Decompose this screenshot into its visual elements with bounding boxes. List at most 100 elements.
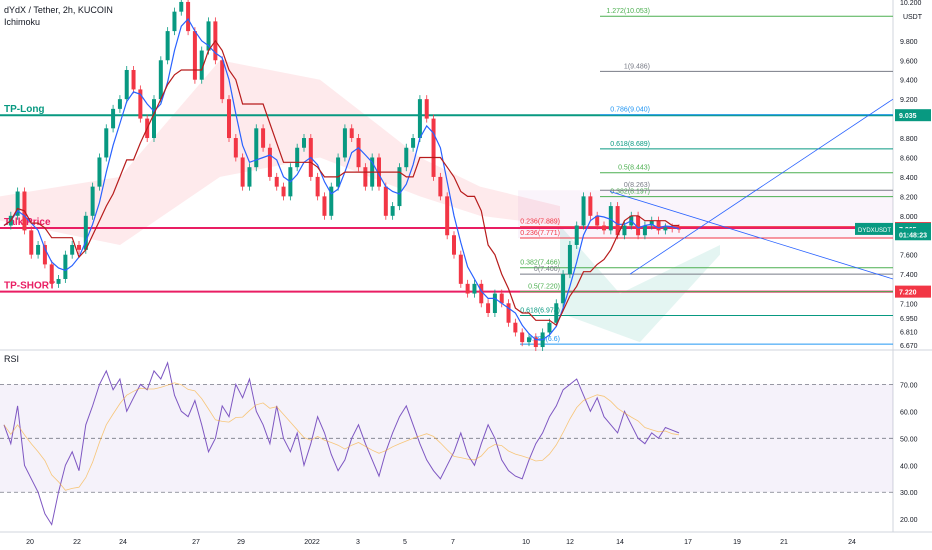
x-tick-11: 14 [616, 539, 624, 546]
fib-label-3: 0.618(8.689) [610, 141, 650, 148]
candle-body [192, 31, 197, 80]
candle-body [29, 230, 34, 255]
candle-body [492, 293, 497, 314]
candle-body [42, 244, 47, 265]
candle-body [49, 264, 54, 284]
candle-body [608, 206, 613, 231]
candle-body [479, 283, 484, 304]
fib-label-0: 1.272(10.053) [606, 8, 650, 15]
x-tick-4: 29 [237, 539, 245, 546]
candle-body [499, 293, 504, 304]
candle-body [431, 118, 436, 177]
kijun-line [3, 39, 679, 327]
candle-body [349, 128, 354, 139]
fib-band [518, 190, 893, 239]
price-tick-8: 8.200 [900, 194, 918, 201]
candle-body [438, 176, 443, 197]
candle-body [56, 278, 61, 284]
candle-body [581, 196, 586, 226]
candle-body [527, 337, 531, 343]
x-tick-9: 10 [522, 539, 530, 546]
fib-label-8: 0.236(7.771) [520, 230, 560, 237]
candle-body [663, 227, 668, 231]
rsi-tick-1: 60.00 [900, 409, 918, 416]
fib-label-4: 0.5(8.443) [618, 165, 650, 172]
indicator-label: Ichimoku [4, 17, 41, 27]
x-tick-8: 7 [451, 539, 455, 546]
x-tick-13: 19 [733, 539, 741, 546]
fib-label-12: 0.618(6.974) [520, 308, 560, 315]
price-tick-12: 7.100 [900, 301, 918, 308]
candle-body [383, 186, 388, 216]
candle-body [336, 157, 341, 187]
candle-body [554, 303, 559, 323]
candle-body [649, 220, 654, 226]
candle-body [220, 60, 225, 100]
candle-body [567, 244, 572, 275]
candle-body [404, 147, 409, 168]
candle-body [295, 147, 300, 168]
candle-body [602, 225, 606, 231]
level-label-2: TP-SHORT [4, 281, 55, 292]
candle-body [424, 99, 429, 119]
fib-label-11: 0.5(7.220) [528, 284, 560, 291]
cloud-bullish [560, 225, 720, 343]
x-tick-1: 22 [73, 539, 81, 546]
candle-body [97, 157, 102, 187]
candle-body [636, 215, 641, 236]
level-label-1: Talk Price [4, 217, 51, 228]
x-tick-0: 20 [26, 539, 34, 546]
candle-body [90, 186, 95, 216]
candle-body [452, 235, 456, 255]
price-tick-15: 6.670 [900, 343, 918, 350]
candle-body [152, 99, 156, 139]
rsi-tick-3: 40.00 [900, 463, 918, 470]
candle-body [411, 138, 416, 148]
candle-body [254, 128, 259, 168]
price-tick-11: 7.400 [900, 272, 918, 279]
symbol-title: dYdX / Tether, 2h, KUCOIN [4, 5, 113, 15]
candle-body [111, 108, 116, 129]
candle-body [172, 11, 177, 32]
price-tick-2: 9.600 [900, 58, 918, 65]
price-tag-3: 01:48:23 [899, 232, 927, 239]
currency-label: USDT [902, 14, 922, 21]
rsi-ma-line [3, 382, 680, 491]
candle-body [274, 176, 279, 187]
x-tick-14: 21 [780, 539, 788, 546]
fib-label-1: 1(9.486) [624, 63, 650, 70]
candle-body [83, 215, 88, 250]
candle-body [158, 60, 163, 100]
candle-body [70, 244, 75, 255]
x-tick-5: 2022 [304, 539, 320, 546]
candle-body [677, 228, 681, 230]
candle-body [261, 128, 266, 148]
x-tick-3: 27 [192, 539, 200, 546]
x-tick-2: 24 [119, 539, 127, 546]
candle-body [104, 128, 109, 158]
price-tag-0: 9.035 [899, 113, 917, 120]
price-tick-10: 7.600 [900, 253, 918, 260]
price-tick-6: 8.600 [900, 155, 918, 162]
candle-body [472, 283, 477, 294]
candle-body [642, 225, 647, 236]
price-tick-3: 9.400 [900, 78, 918, 85]
price-tick-14: 6.810 [900, 329, 918, 336]
candle-body [124, 69, 129, 100]
rsi-tick-0: 70.00 [900, 382, 918, 389]
candle-body [165, 31, 170, 61]
candle-body [506, 303, 511, 323]
candle-body [547, 322, 552, 333]
candle-body [281, 186, 286, 197]
candle-body [315, 176, 320, 197]
x-tick-6: 3 [356, 539, 360, 546]
candle-body [36, 244, 41, 255]
x-tick-10: 12 [566, 539, 574, 546]
candle-body [138, 89, 143, 119]
rsi-tick-4: 30.00 [900, 490, 918, 497]
price-tick-1: 9.800 [900, 39, 918, 46]
symbol-tag-bg [855, 222, 893, 235]
candle-body [588, 196, 593, 216]
